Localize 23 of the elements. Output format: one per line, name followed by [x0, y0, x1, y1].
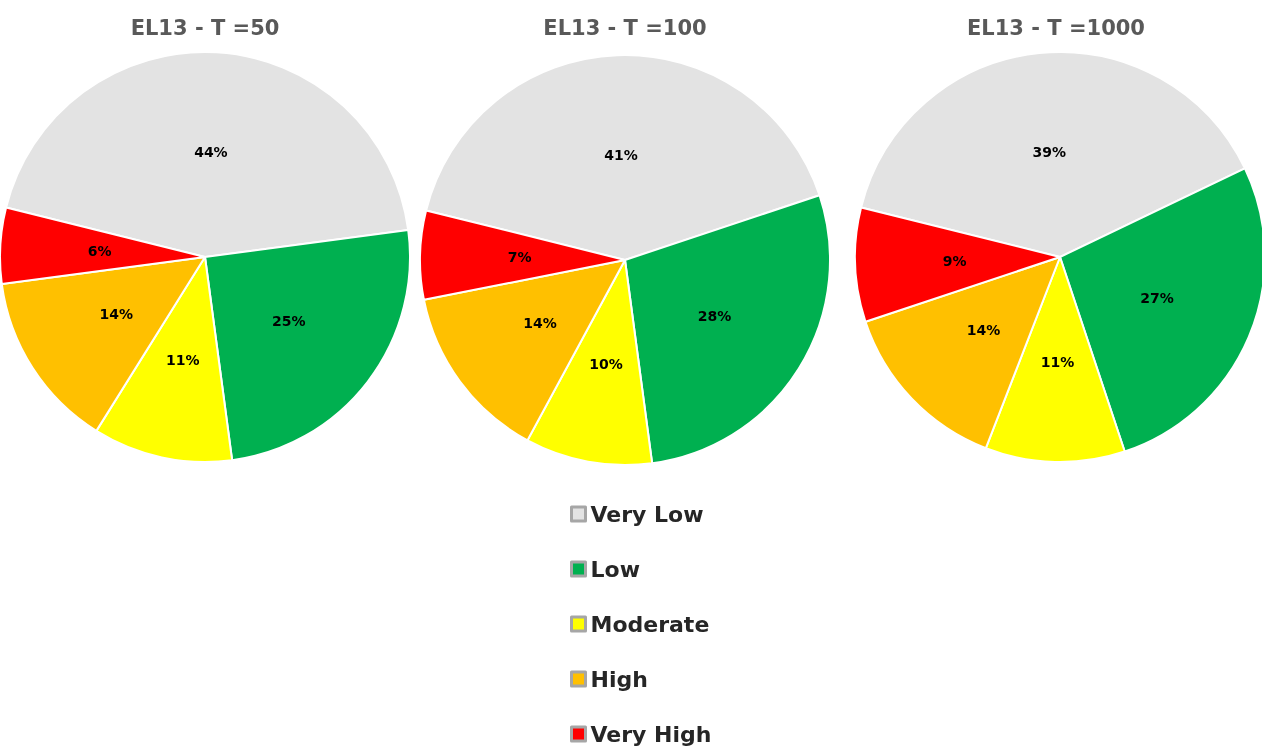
data-label: 6% [87, 243, 112, 260]
data-label: 14% [523, 314, 557, 331]
chart-title: EL13 - T =1000 [967, 15, 1145, 40]
data-label: 14% [966, 321, 1001, 338]
data-label: 27% [1140, 290, 1174, 307]
legend-label: Very Low [590, 501, 704, 527]
data-label: 44% [194, 143, 228, 160]
data-label: 11% [165, 352, 200, 369]
data-label: 41% [604, 146, 638, 163]
legend-label: Very High [590, 721, 712, 747]
data-label: 10% [589, 355, 623, 372]
data-label: 25% [272, 313, 306, 330]
data-label: 11% [1040, 354, 1075, 371]
legend-label: High [590, 666, 648, 692]
legend-label: Moderate [590, 611, 710, 637]
data-label: 39% [1032, 144, 1067, 161]
chart-title: EL13 - T =50 [130, 15, 280, 40]
chart-title: EL13 - T =100 [543, 15, 707, 40]
legend-label: Low [590, 556, 640, 582]
data-label: 14% [99, 306, 134, 323]
data-label: 9% [942, 253, 967, 270]
data-label: 28% [697, 307, 732, 324]
data-label: 7% [507, 249, 532, 266]
